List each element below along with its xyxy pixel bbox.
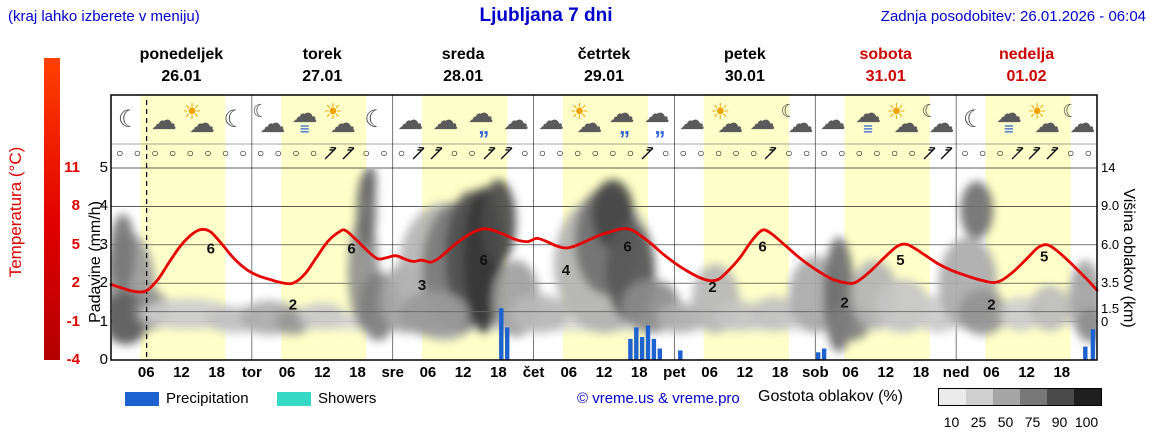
cloud-density-scale bbox=[938, 388, 1102, 406]
svg-text:2: 2 bbox=[289, 296, 297, 313]
svg-text:3: 3 bbox=[418, 277, 426, 294]
density-segment bbox=[993, 389, 1020, 405]
svg-text:2: 2 bbox=[987, 296, 995, 313]
svg-text:4: 4 bbox=[562, 262, 571, 279]
location-hint: (kraj lahko izberete v meniju) bbox=[8, 8, 200, 25]
density-segment bbox=[966, 389, 993, 405]
cloud-density-title: Gostota oblakov (%) bbox=[758, 388, 903, 405]
page-title: Ljubljana 7 dni bbox=[479, 5, 613, 26]
showers-swatch bbox=[277, 392, 311, 406]
density-segment bbox=[1020, 389, 1047, 405]
density-segment bbox=[1047, 389, 1074, 405]
svg-text:2: 2 bbox=[708, 279, 716, 296]
svg-text:6: 6 bbox=[347, 241, 355, 258]
svg-text:6: 6 bbox=[207, 241, 215, 258]
svg-text:6: 6 bbox=[623, 239, 631, 256]
svg-text:5: 5 bbox=[896, 252, 904, 269]
precipitation-legend-label: Precipitation bbox=[166, 390, 249, 407]
credit-link[interactable]: © vreme.us & vreme.pro bbox=[577, 390, 740, 407]
temperature-colorbar bbox=[44, 58, 60, 360]
last-updated: Zadnja posodobitev: 26.01.2026 - 06:04 bbox=[880, 8, 1146, 25]
showers-legend-label: Showers bbox=[318, 390, 377, 407]
svg-text:6: 6 bbox=[480, 252, 488, 269]
density-segment bbox=[1074, 389, 1101, 405]
precipitation-swatch bbox=[125, 392, 159, 406]
svg-text:2: 2 bbox=[840, 294, 848, 311]
svg-text:5: 5 bbox=[1040, 248, 1048, 265]
svg-text:6: 6 bbox=[758, 239, 766, 256]
density-segment bbox=[939, 389, 966, 405]
